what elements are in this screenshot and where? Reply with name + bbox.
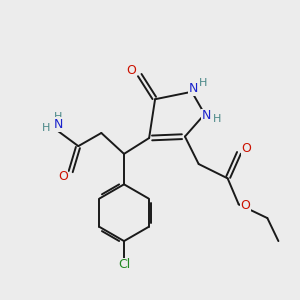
Text: N: N	[202, 109, 211, 122]
Text: O: O	[241, 142, 251, 155]
Text: O: O	[127, 64, 136, 77]
Text: Cl: Cl	[118, 259, 130, 272]
Text: H: H	[42, 123, 51, 133]
Text: H: H	[199, 78, 207, 88]
Text: H: H	[54, 112, 62, 122]
Text: O: O	[58, 170, 68, 183]
Text: H: H	[212, 114, 221, 124]
Text: N: N	[54, 118, 63, 131]
Text: N: N	[189, 82, 198, 95]
Text: O: O	[240, 199, 250, 212]
